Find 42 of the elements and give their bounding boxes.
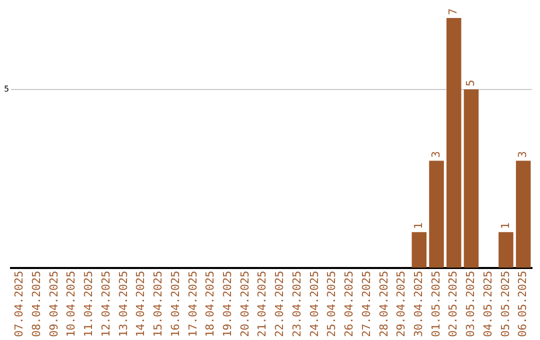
x-tick-label: 26.04.2025 [342,270,356,338]
data-label: 7 [446,8,460,15]
bar [464,89,479,268]
x-tick-label: 23.04.2025 [290,270,304,338]
x-tick-label: 21.04.2025 [256,270,269,338]
x-tick-label: 07.04.2025 [12,270,26,338]
x-tick-label: 28.04.2025 [377,270,390,338]
x-tick-label: 20.04.2025 [238,270,252,338]
x-tick-label: 04.05.2025 [481,270,494,338]
x-tick-label: 02.05.2025 [446,270,460,338]
x-tick-label: 24.04.2025 [308,270,321,338]
x-tick-label: 09.04.2025 [47,270,60,338]
x-tick-label: 06.05.2025 [516,270,530,338]
bar [498,232,514,268]
data-label: 3 [516,151,530,158]
bar [516,160,531,268]
x-tick-label: 16.04.2025 [168,270,182,338]
bar [412,232,427,268]
x-tick-label: 27.04.2025 [360,270,373,338]
bar [446,18,462,268]
x-tick-label: 08.04.2025 [30,270,43,338]
x-tick-label: 01.05.2025 [429,270,442,338]
x-tick-label: 12.04.2025 [99,270,112,338]
x-tick-label: 13.04.2025 [116,270,130,338]
data-label: 3 [429,151,442,158]
x-tick-label: 14.04.2025 [134,270,148,338]
data-label: 1 [412,222,425,230]
x-tick-label: 11.04.2025 [82,270,96,338]
data-label: 1 [498,222,512,230]
x-tick-label: 03.05.2025 [464,270,478,338]
x-tick-label: 19.04.2025 [220,270,234,338]
x-tick-label: 25.04.2025 [325,270,338,338]
x-tick-label: 30.04.2025 [412,270,425,338]
x-tick-label: 22.04.2025 [273,270,286,338]
x-tick-label: 05.05.2025 [498,270,512,338]
bar [429,160,444,268]
x-tick-label: 15.04.2025 [152,270,165,338]
x-tick-label: 10.04.2025 [64,270,78,338]
data-label: 5 [464,80,478,86]
x-tick-label: 18.04.2025 [204,270,217,338]
x-tick-label: 29.04.2025 [394,270,408,338]
x-tick-label: 17.04.2025 [186,270,200,338]
